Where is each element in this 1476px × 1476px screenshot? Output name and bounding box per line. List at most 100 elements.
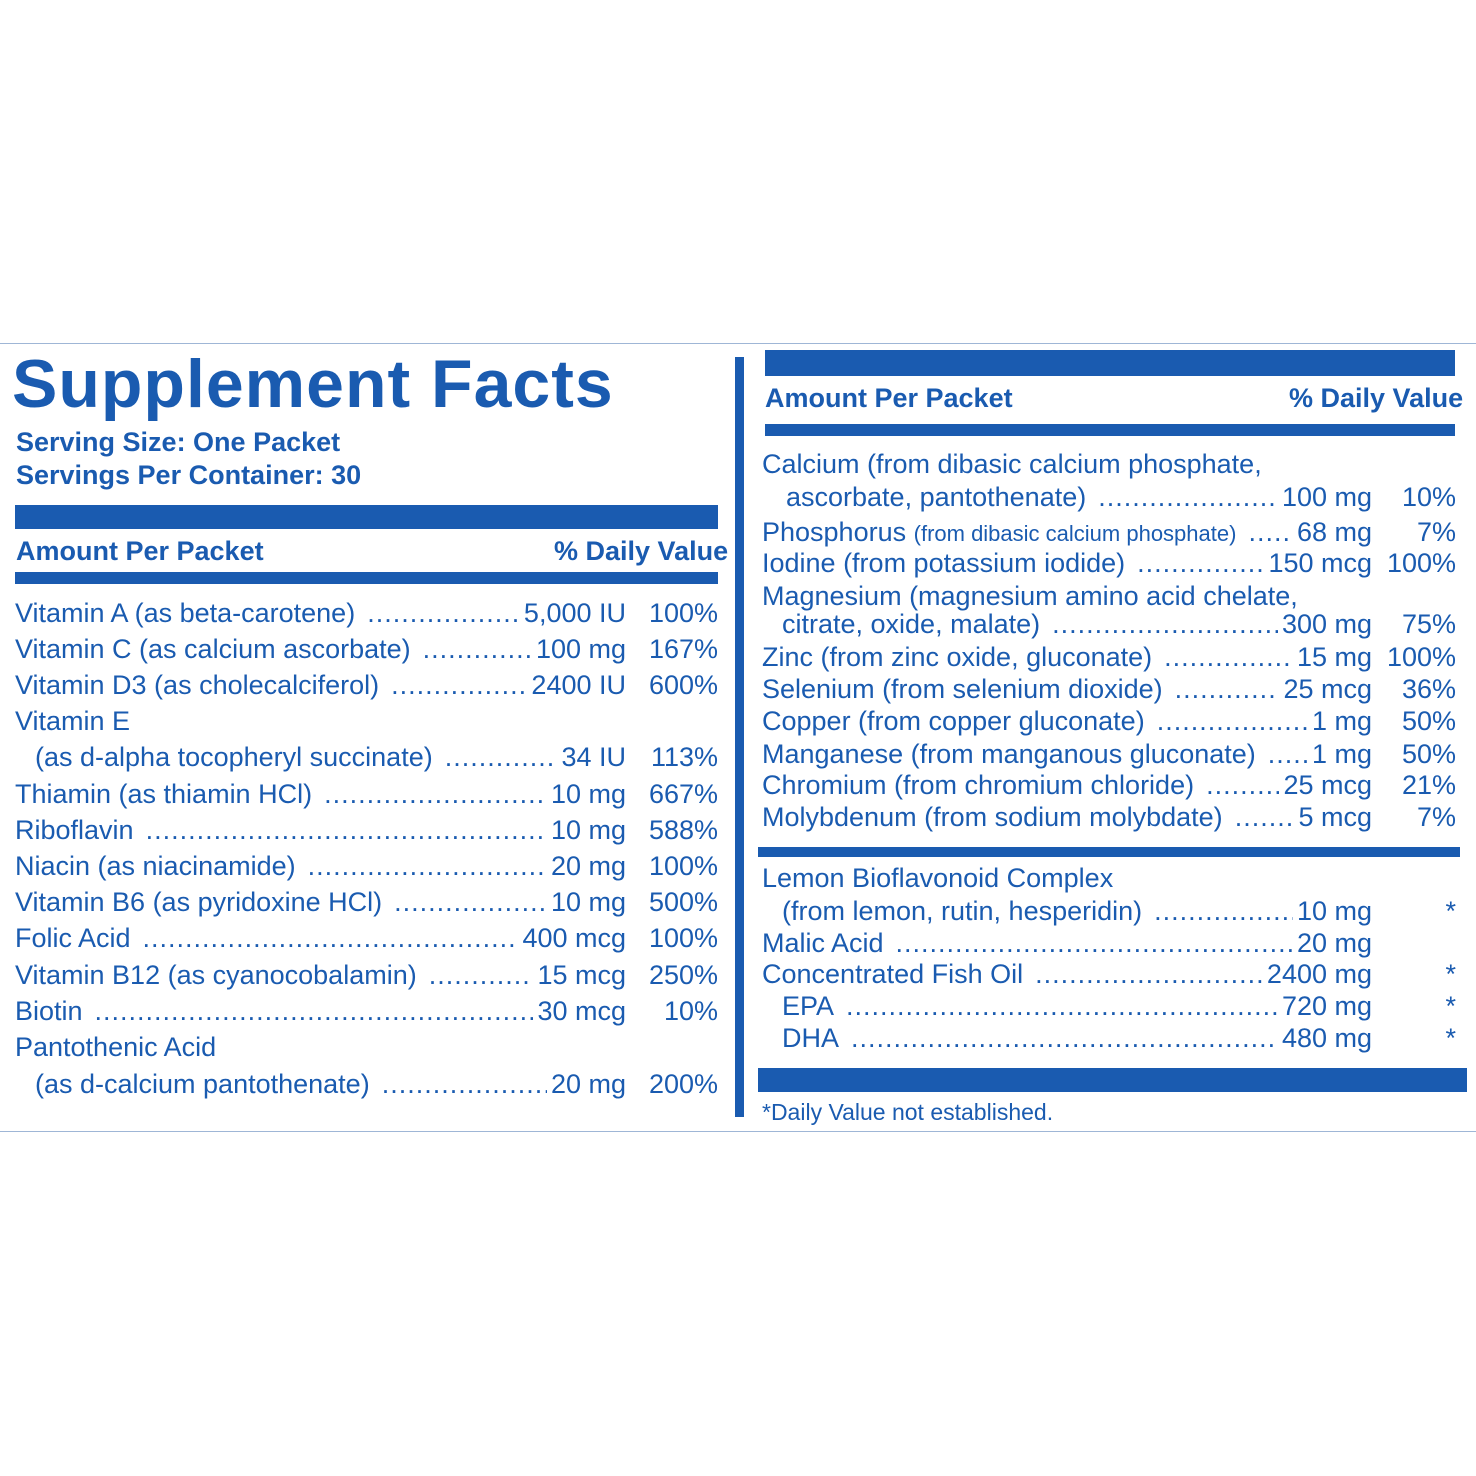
mineral-name: Calcium (from dibasic calcium phosphate, (762, 449, 1262, 479)
ingredient-name: Concentrated Fish Oil (762, 959, 1024, 989)
ingredient-name: (from lemon, rutin, hesperidin) (782, 896, 1143, 926)
mineral-leader-dots (1098, 481, 1278, 513)
mineral-qualifier: (from dibasic calcium phosphate) (913, 521, 1237, 546)
vitamin-row: (as d-calcium pantothenate) 20 mg 200% (35, 1068, 718, 1100)
vitamin-leader-dots (429, 959, 534, 991)
vitamin-name: Vitamin A (as beta-carotene) (15, 598, 356, 628)
vitamin-daily-value: 113% (650, 742, 718, 772)
ingredient-leader-dots (896, 927, 1293, 959)
mineral-row: Magnesium (magnesium amino acid chelate, (762, 580, 1298, 612)
mineral-leader-dots (1235, 801, 1295, 833)
header-bar-bottom-left (15, 572, 718, 584)
mineral-name: Molybdenum (from sodium molybdate) (762, 802, 1223, 832)
vitamin-row: Vitamin B12 (as cyanocobalamin) 15 mcg 250… (15, 959, 718, 991)
vitamin-row: Vitamin D3 (as cholecalciferol) 2400 IU 60… (15, 669, 718, 701)
vitamin-name: Vitamin B6 (as pyridoxine HCl) (15, 887, 383, 917)
footer-bar-right (758, 1068, 1467, 1092)
vitamin-row: Vitamin B6 (as pyridoxine HCl) 10 mg 500% (15, 886, 718, 918)
mineral-name: citrate, oxide, malate) (782, 609, 1041, 639)
supplement-facts-panel (0, 343, 1476, 1132)
vitamin-name: Riboflavin (15, 815, 134, 845)
mineral-amount: 5 mcg (1298, 802, 1372, 832)
mineral-leader-dots (1052, 608, 1278, 640)
vitamin-name: (as d-alpha tocopheryl succinate) (35, 742, 433, 772)
mineral-name: Manganese (from manganous gluconate) (762, 739, 1256, 769)
mineral-amount: 150 mcg (1268, 548, 1372, 578)
mineral-name: Magnesium (magnesium amino acid chelate, (762, 581, 1298, 611)
vitamin-name: Vitamin E (15, 706, 131, 736)
vitamin-name: Folic Acid (15, 923, 131, 953)
vitamin-leader-dots (391, 669, 527, 701)
mineral-daily-value: 50% (1401, 739, 1456, 769)
vitamin-leader-dots (146, 814, 547, 846)
vitamin-amount: 30 mcg (537, 996, 626, 1026)
vitamin-leader-dots (143, 922, 519, 954)
vitamin-name: Vitamin C (as calcium ascorbate) (15, 634, 411, 664)
vitamin-amount: 2400 IU (531, 670, 626, 700)
mineral-daily-value: 21% (1401, 770, 1456, 800)
ingredient-row: DHA 480 mg * (782, 1022, 1456, 1054)
ingredient-leader-dots (1154, 895, 1293, 927)
vitamin-amount: 400 mcg (522, 923, 626, 953)
vitamin-row: Pantothenic Acid (15, 1031, 216, 1063)
right-header-amount: Amount Per Packet (765, 383, 1013, 413)
footnote: *Daily Value not established. (762, 1099, 1054, 1125)
mineral-daily-value: 36% (1401, 674, 1456, 704)
ingredient-leader-dots (846, 990, 1278, 1022)
ingredient-daily-value: * (1445, 1023, 1456, 1053)
mineral-name: Phosphorus (from dibasic calcium phospha… (762, 517, 1237, 547)
vitamin-row: (as d-alpha tocopheryl succinate) 34 IU 11… (35, 741, 718, 773)
mineral-row: Iodine (from potassium iodide) 150 mcg 100… (762, 547, 1456, 579)
ingredient-amount: 720 mg (1281, 991, 1372, 1021)
ingredient-row: EPA 720 mg * (782, 990, 1456, 1022)
mineral-name: Copper (from copper gluconate) (762, 706, 1145, 736)
vitamin-daily-value: 100% (648, 923, 718, 953)
mineral-row: Manganese (from manganous gluconate) 1 mg… (762, 738, 1456, 770)
vitamin-amount: 10 mg (550, 887, 626, 917)
vitamin-amount: 100 mg (535, 634, 626, 664)
mineral-name: Selenium (from selenium dioxide) (762, 674, 1163, 704)
mineral-daily-value: 100% (1386, 642, 1456, 672)
vitamin-row: Thiamin (as thiamin HCl) 10 mg 667% (15, 778, 718, 810)
vitamin-daily-value: 588% (648, 815, 718, 845)
serving-size: Serving Size: One Packet (16, 427, 341, 457)
ingredient-name: Malic Acid (762, 928, 884, 958)
mineral-leader-dots (1157, 705, 1308, 737)
vitamin-name: (as d-calcium pantothenate) (35, 1069, 370, 1099)
vitamin-leader-dots (394, 886, 547, 918)
vitamin-amount: 10 mg (550, 815, 626, 845)
vitamin-leader-dots (445, 741, 558, 773)
vitamin-row: Folic Acid 400 mcg 100% (15, 922, 718, 954)
mineral-leader-dots (1164, 641, 1293, 673)
mineral-amount: 1 mg (1311, 706, 1372, 736)
vitamin-name: Thiamin (as thiamin HCl) (15, 779, 313, 809)
mineral-row: Chromium (from chromium chloride) 25 mcg 2… (762, 769, 1456, 801)
mineral-name: ascorbate, pantothenate) (786, 482, 1087, 512)
right-header-daily-value: % Daily Value (1289, 383, 1464, 413)
ingredient-row: (from lemon, rutin, hesperidin) 10 mg * (782, 895, 1456, 927)
vitamin-name: Niacin (as niacinamide) (15, 851, 296, 881)
servings-per-container: Servings Per Container: 30 (16, 460, 362, 490)
vitamin-amount: 34 IU (561, 742, 626, 772)
header-bar-bottom-right (765, 424, 1455, 436)
vitamin-leader-dots (95, 995, 534, 1027)
header-bar-top-left (15, 505, 718, 529)
mineral-row: Phosphorus (from dibasic calcium phospha… (762, 516, 1456, 548)
ingredient-daily-value: * (1445, 959, 1456, 989)
vitamin-daily-value: 250% (648, 960, 718, 990)
mineral-name: Chromium (from chromium chloride) (762, 770, 1195, 800)
ingredient-amount: 2400 mg (1266, 959, 1372, 989)
mineral-daily-value: 7% (1416, 517, 1456, 547)
mineral-daily-value: 75% (1401, 609, 1456, 639)
vitamin-row: Niacin (as niacinamide) 20 mg 100% (15, 850, 718, 882)
vitamin-row: Vitamin C (as calcium ascorbate) 100 mg 16… (15, 633, 718, 665)
vitamin-daily-value: 167% (648, 634, 718, 664)
ingredient-amount: 480 mg (1281, 1023, 1372, 1053)
ingredient-row: Lemon Bioflavonoid Complex (762, 862, 1113, 894)
ingredient-row: Concentrated Fish Oil 2400 mg * (762, 958, 1456, 990)
mineral-row: Molybdenum (from sodium molybdate) 5 mcg 7… (762, 801, 1456, 833)
mineral-leader-dots (1248, 516, 1293, 548)
ingredient-row: Malic Acid 20 mg (762, 927, 1456, 959)
mineral-row: ascorbate, pantothenate) 100 mg 10% (786, 481, 1456, 513)
mineral-amount: 100 mg (1281, 482, 1372, 512)
